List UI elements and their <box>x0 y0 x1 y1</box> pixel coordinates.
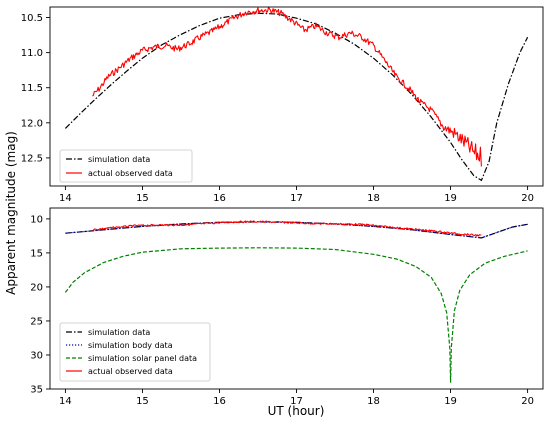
bottom-series-simulation-solar-panel-data-line <box>64 247 528 383</box>
top-y-tick-label: 11.0 <box>21 48 43 59</box>
top-x-tick-label: 14 <box>59 193 72 204</box>
top-x-tick-label: 19 <box>444 193 457 204</box>
bottom-legend-box <box>59 322 211 382</box>
bottom-x-tick-label: 19 <box>444 396 457 407</box>
bottom-y-tick-label: 25 <box>30 316 43 327</box>
bottom-x-tick-label: 16 <box>213 396 226 407</box>
bottom-panel: 14 15 16 17 18 19 20 10 15 20 25 30 35 simulation da… <box>30 207 544 407</box>
top-x-tick-label: 15 <box>136 193 149 204</box>
bottom-y-tick-label: 10 <box>30 214 43 225</box>
top-x-tick-label: 20 <box>521 193 534 204</box>
bottom-x-tick-label: 14 <box>59 396 72 407</box>
top-x-tick-label: 17 <box>290 193 303 204</box>
top-x-tick-label: 16 <box>213 193 226 204</box>
top-panel-axes: 14 15 16 17 18 19 20 10.5 11.0 11.5 12.0 12.5 <box>21 6 544 204</box>
top-legend-simulation-label: simulation data <box>88 155 150 164</box>
bottom-legend-simulation-label: simulation data <box>88 328 150 337</box>
x-axis-label: UT (hour) <box>268 404 325 418</box>
bottom-panel-axes: 14 15 16 17 18 19 20 10 15 20 25 30 35 <box>30 207 544 407</box>
top-y-tick-label: 11.5 <box>21 83 43 94</box>
bottom-x-tick-label: 20 <box>521 396 534 407</box>
top-series-actual-observed-data-line <box>92 6 482 167</box>
bottom-y-tick-label: 20 <box>30 282 43 293</box>
bottom-x-tick-label: 17 <box>290 396 303 407</box>
top-series-simulation-data-line <box>64 12 529 181</box>
bottom-legend-observed-label: actual observed data <box>88 367 173 376</box>
top-panel-legend: simulation data actual observed data <box>59 149 193 183</box>
bottom-legend-body-label: simulation body data <box>88 341 173 350</box>
top-x-tick-label: 18 <box>367 193 380 204</box>
top-legend-observed-label: actual observed data <box>88 169 173 178</box>
bottom-x-tick-label: 15 <box>136 396 149 407</box>
bottom-panel-series <box>64 220 528 383</box>
top-y-tick-label: 12.0 <box>21 118 43 129</box>
top-panel-series <box>64 6 529 181</box>
bottom-y-tick-label: 35 <box>30 385 43 396</box>
bottom-y-tick-label: 30 <box>30 350 43 361</box>
bottom-series-actual-observed-data-line <box>92 220 482 237</box>
bottom-x-tick-label: 18 <box>367 396 380 407</box>
top-legend-box <box>59 149 193 183</box>
bottom-panel-legend: simulation data simulation body data sim… <box>59 322 211 382</box>
top-panel: 14 15 16 17 18 19 20 10.5 11.0 11.5 12.0 12.5 simul… <box>21 6 544 204</box>
top-y-tick-label: 12.5 <box>21 153 43 164</box>
top-y-tick-label: 10.5 <box>21 13 43 24</box>
bottom-legend-solar-label: simulation solar panel data <box>88 354 197 363</box>
y-axis-label: Apparent magnitude (mag) <box>4 131 18 295</box>
bottom-y-tick-label: 15 <box>30 248 43 259</box>
